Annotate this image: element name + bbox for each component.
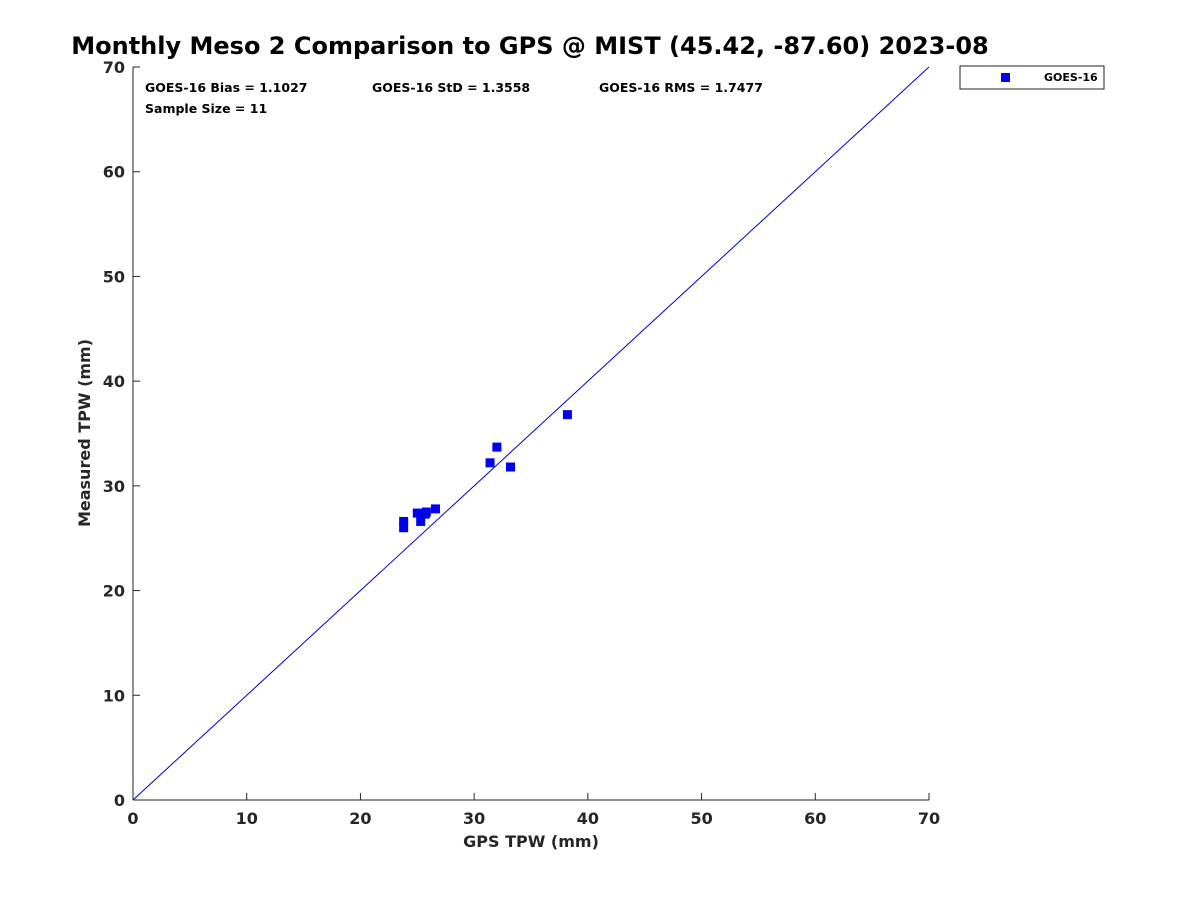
- plot-axes: [132, 67, 929, 801]
- scatter-point: [399, 516, 409, 526]
- std-annotation: GOES-16 StD = 1.3558: [372, 80, 530, 95]
- scatter-point: [416, 516, 426, 526]
- y-tick-label: 10: [103, 686, 125, 705]
- x-tick-label: 20: [349, 809, 371, 828]
- scatter-point: [485, 458, 495, 468]
- x-tick-label: 70: [918, 809, 940, 828]
- scatter-point: [412, 508, 422, 518]
- y-tick-label: 0: [114, 791, 125, 810]
- scatter-point: [562, 410, 572, 420]
- x-axis-label: GPS TPW (mm): [463, 832, 599, 851]
- scatter-point: [492, 442, 502, 452]
- scatter-points: [399, 410, 572, 533]
- y-axis-label: Measured TPW (mm): [75, 339, 94, 527]
- x-tick-label: 10: [236, 809, 258, 828]
- legend-label-goes16: GOES-16: [1044, 71, 1098, 84]
- scatter-point: [506, 462, 516, 472]
- x-tick-label: 30: [463, 809, 485, 828]
- y-ticks: 0 10 20 30 40 50 60 70: [103, 58, 140, 810]
- scatter-point: [399, 523, 409, 533]
- scatter-point: [421, 507, 431, 517]
- scatter-point: [430, 504, 440, 514]
- bias-annotation: GOES-16 Bias = 1.1027: [145, 80, 307, 95]
- rms-annotation: GOES-16 RMS = 1.7477: [599, 80, 763, 95]
- x-tick-label: 60: [804, 809, 826, 828]
- legend-marker-goes16: [1001, 73, 1010, 82]
- sample-size-annotation: Sample Size = 11: [145, 101, 267, 116]
- legend: GOES-16: [959, 65, 1105, 90]
- y-tick-label: 20: [103, 582, 125, 601]
- legend-box: [959, 65, 1105, 90]
- one-to-one-line: [132, 66, 930, 801]
- y-tick-label: 40: [103, 372, 125, 391]
- chart-title: Monthly Meso 2 Comparison to GPS @ MIST …: [71, 32, 988, 60]
- y-tick-label: 70: [103, 58, 125, 77]
- x-tick-label: 0: [127, 809, 138, 828]
- x-ticks: 0 10 20 30 40 50 60 70: [127, 793, 940, 828]
- y-tick-label: 50: [103, 267, 125, 286]
- y-tick-label: 60: [103, 163, 125, 182]
- y-tick-label: 30: [103, 477, 125, 496]
- x-tick-label: 50: [690, 809, 712, 828]
- x-tick-label: 40: [577, 809, 599, 828]
